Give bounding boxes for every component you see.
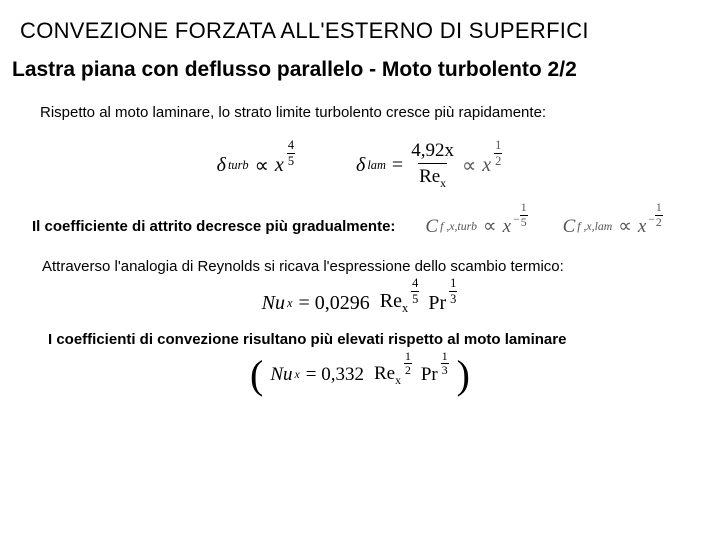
eq-delta-lam: δlam = 4,92x Rex ∝ x12 (356, 141, 503, 190)
right-paren-icon: ) (457, 365, 470, 385)
eq-nusselt-turb: Nux = 0,0296 Rex45 Pr13 (12, 289, 708, 317)
eq-cf-turb: Cf ,x,turb ∝ x−15 (425, 214, 528, 241)
eq-nusselt-lam: ( Nux = 0,332 Rex12 Pr13 ) (12, 362, 708, 394)
page-title: CONVEZIONE FORZATA ALL'ESTERNO DI SUPERF… (20, 18, 708, 44)
paragraph-1: Rispetto al moto laminare, lo strato lim… (40, 104, 708, 121)
page-subtitle: Lastra piana con deflusso parallelo - Mo… (12, 58, 708, 82)
equation-row-1: δturb ∝ x45 δlam = 4,92x Rex ∝ x12 (12, 141, 708, 190)
paragraph-3: Attraverso l'analogia di Reynolds si ric… (42, 258, 708, 275)
paragraph-4: I coefficienti di convezione risultano p… (48, 331, 708, 348)
eq-cf-lam: Cf ,x,lam ∝ x−12 (563, 214, 664, 241)
row-friction: Il coefficiente di attrito decresce più … (32, 214, 708, 241)
eq-delta-turb: δturb ∝ x45 (217, 151, 296, 179)
left-paren-icon: ( (250, 365, 263, 385)
paragraph-2: Il coefficiente di attrito decresce più … (32, 218, 395, 235)
